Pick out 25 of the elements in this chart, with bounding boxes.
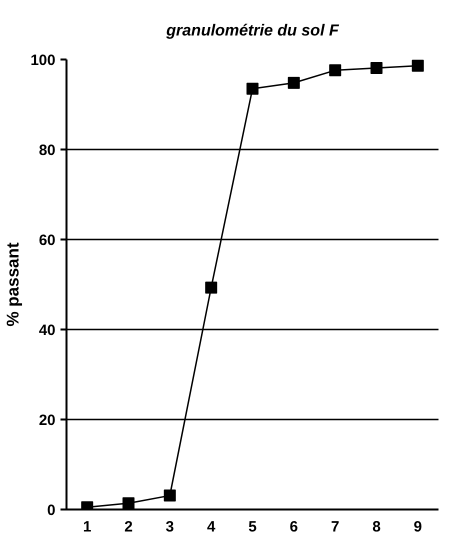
x-tick-label: 6 <box>290 518 298 536</box>
point <box>122 497 134 510</box>
y-tick-label: 40 <box>38 322 56 339</box>
point <box>329 64 342 76</box>
x-tick-label: 3 <box>166 518 174 536</box>
point <box>164 490 176 502</box>
x-tick-label: 9 <box>414 518 422 536</box>
point <box>370 62 382 74</box>
y-tick-label: 100 <box>30 52 56 69</box>
x-tick-label: 5 <box>248 518 257 536</box>
x-tick-label: 1 <box>82 518 92 536</box>
y-axis-title: % passant <box>3 242 22 327</box>
point <box>288 76 300 89</box>
y-tick-label: 0 <box>47 502 56 519</box>
x-tick-label: 7 <box>330 518 340 536</box>
chart-title: granulométrie du sol F <box>165 22 340 40</box>
point <box>246 82 258 95</box>
x-tick-label: 8 <box>372 518 381 536</box>
x-tick-label: 4 <box>206 518 216 536</box>
y-tick-label: 60 <box>38 232 56 249</box>
y-tick-label: 80 <box>38 142 56 159</box>
point <box>412 60 424 72</box>
point <box>205 282 218 294</box>
x-tick-label: 2 <box>124 518 133 536</box>
y-tick-label: 20 <box>38 412 56 429</box>
